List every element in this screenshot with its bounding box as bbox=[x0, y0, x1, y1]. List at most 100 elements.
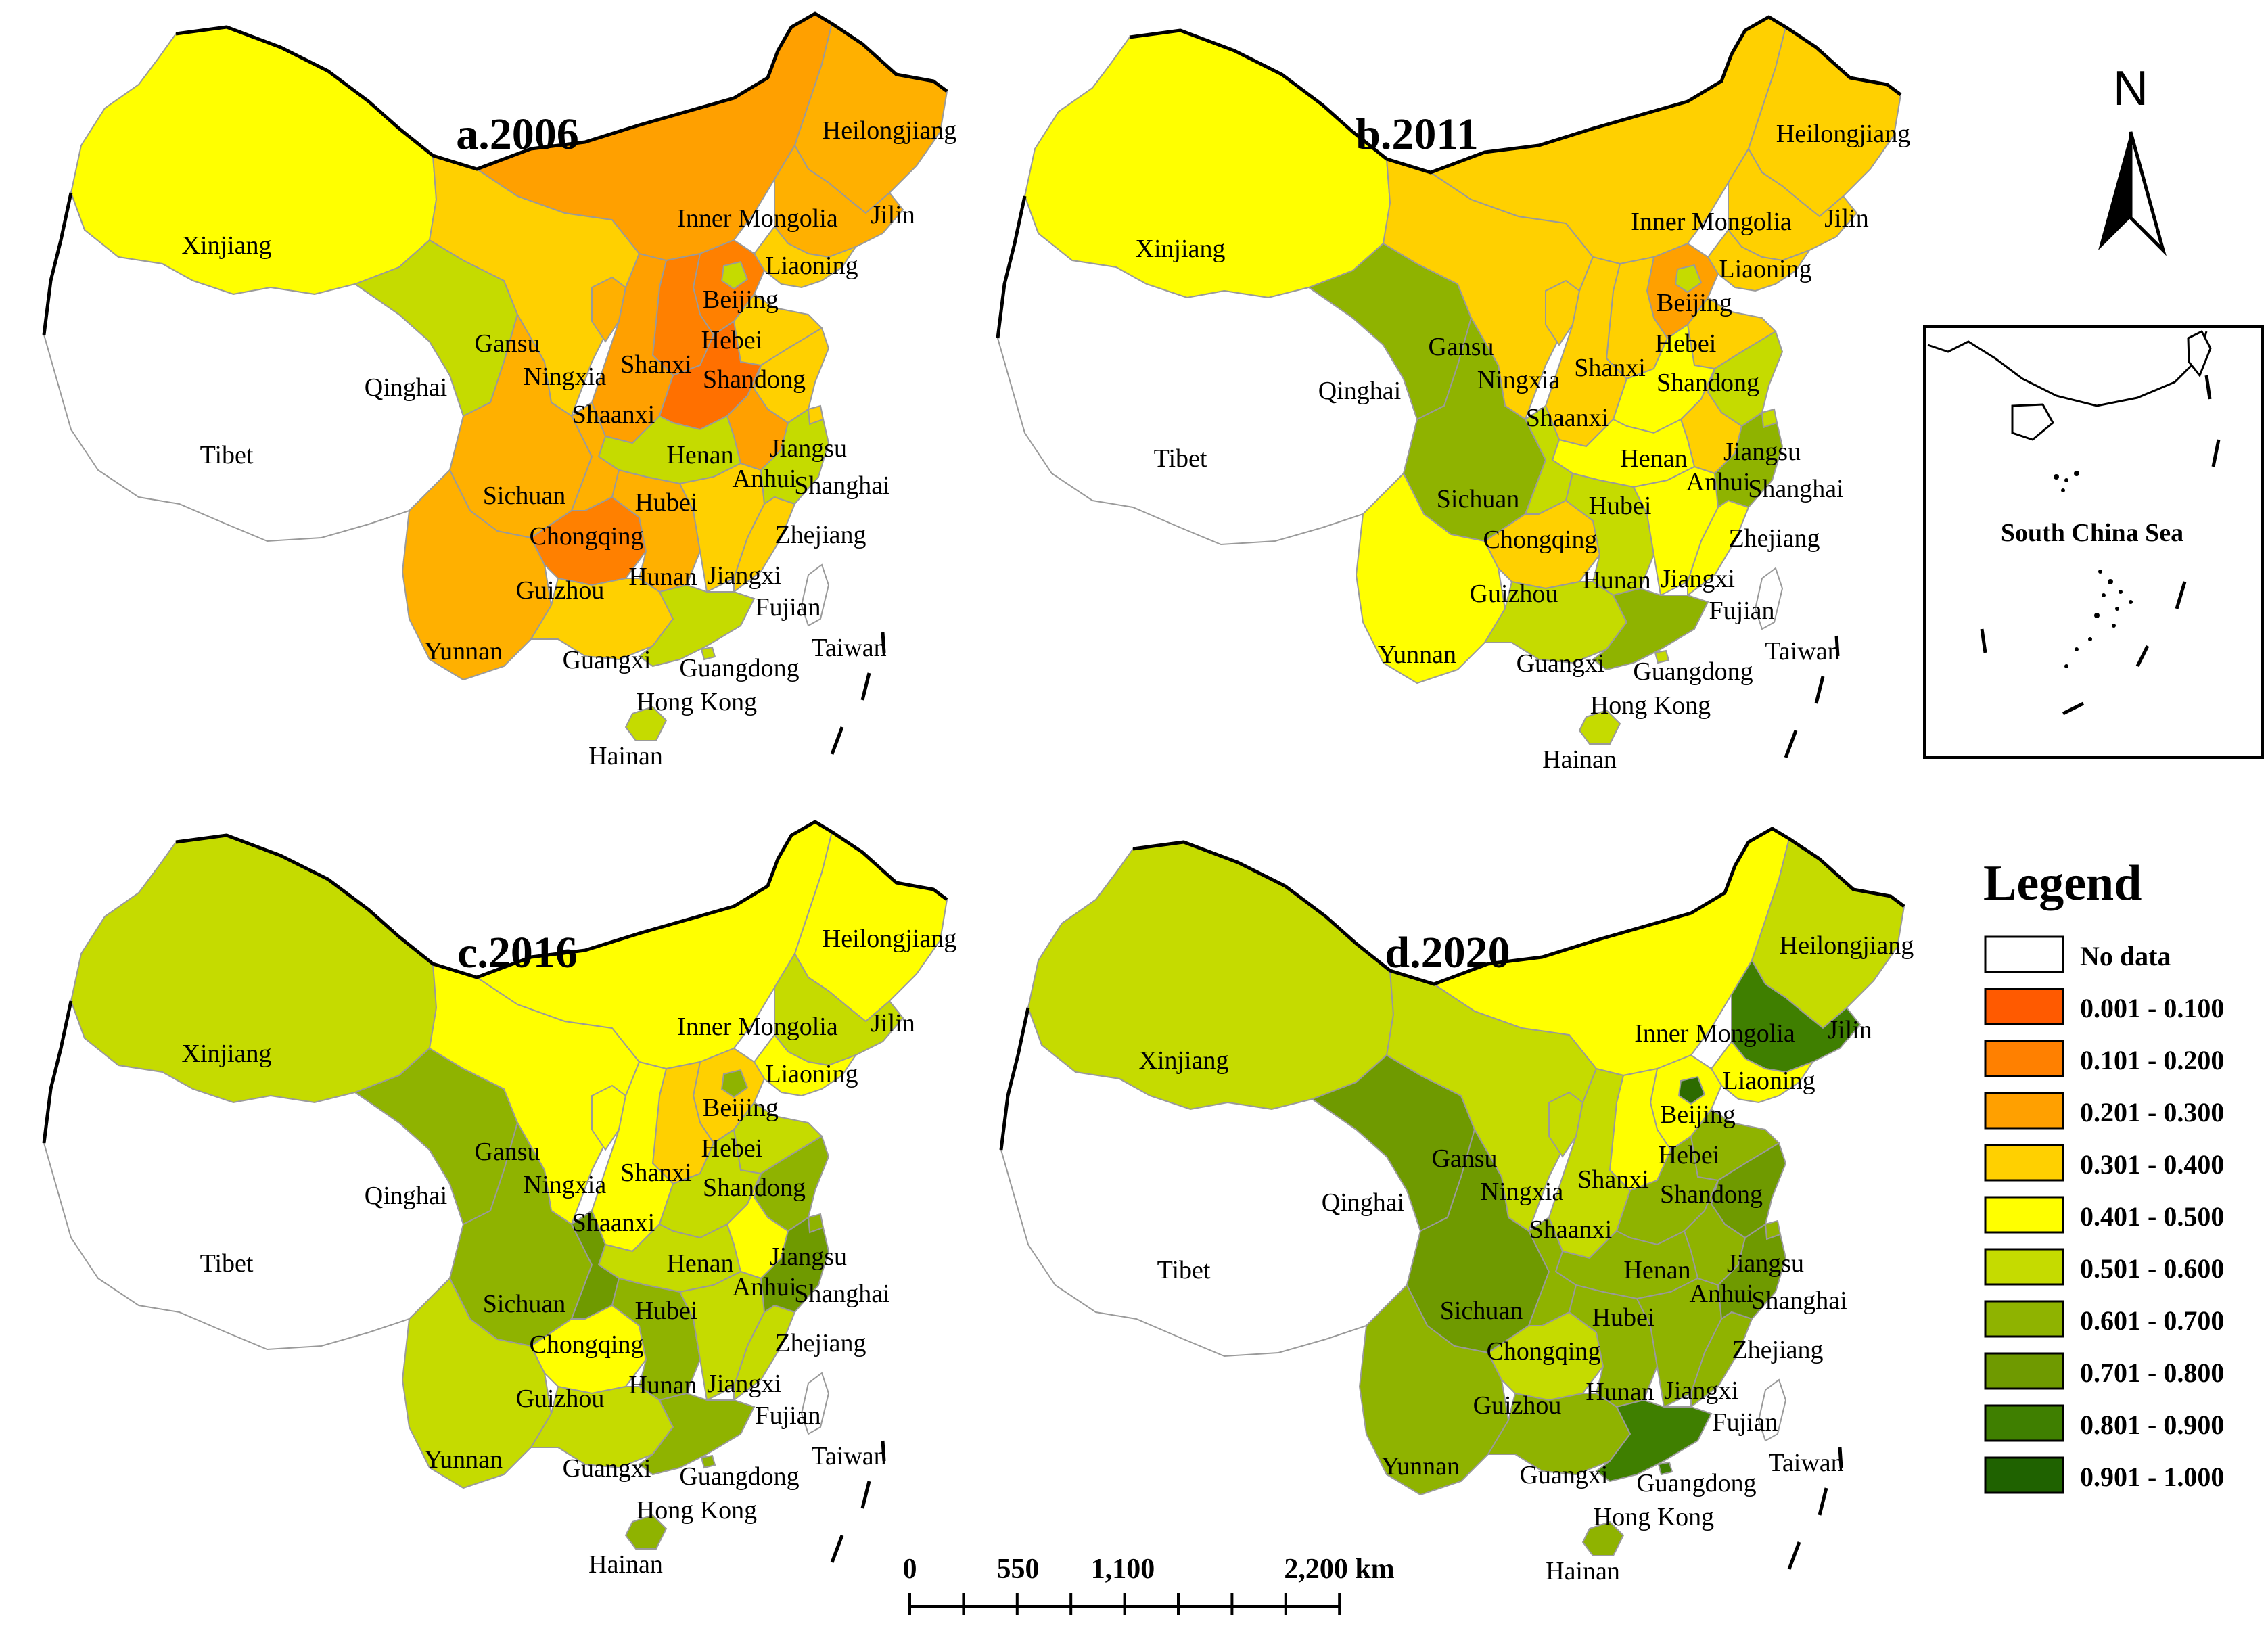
label-shanxi: Shanxi bbox=[1574, 354, 1646, 382]
legend-swatch-4 bbox=[1984, 1144, 2064, 1182]
label-liaoning: Liaoning bbox=[1722, 1067, 1815, 1095]
label-hunan: Hunan bbox=[628, 1371, 697, 1399]
scale-bar: 0 550 1,100 2,200 km bbox=[903, 1554, 1395, 1615]
label-henan: Henan bbox=[1623, 1256, 1690, 1284]
label-guizhou: Guizhou bbox=[1470, 580, 1558, 608]
label-taiwan: Taiwan bbox=[811, 634, 886, 662]
national-border bbox=[1132, 827, 1905, 986]
label-hunan: Hunan bbox=[1586, 1378, 1654, 1406]
label-gansu: Gansu bbox=[474, 329, 540, 358]
label-guangxi: Guangxi bbox=[1520, 1461, 1609, 1489]
label-tibet: Tibet bbox=[1157, 1256, 1211, 1284]
label-hubei: Hubei bbox=[1592, 1303, 1655, 1332]
label-hunan: Hunan bbox=[628, 563, 697, 591]
province-beijing bbox=[1674, 264, 1703, 294]
label-anhui: Anhui bbox=[1690, 1280, 1754, 1308]
label-zhejiang: Zhejiang bbox=[1728, 524, 1820, 553]
legend-label-4: 0.301 - 0.400 bbox=[2080, 1149, 2224, 1180]
label-beijing: Beijing bbox=[703, 1094, 779, 1122]
label-inner-mongolia: Inner Mongolia bbox=[677, 204, 838, 233]
nine-dash-line bbox=[830, 632, 886, 755]
inset-label: South China Sea bbox=[2001, 519, 2183, 547]
province-yunnan bbox=[1358, 1284, 1510, 1496]
label-tibet: Tibet bbox=[200, 441, 254, 469]
province-beijing bbox=[720, 1069, 749, 1098]
label-anhui: Anhui bbox=[1686, 468, 1751, 496]
label-beijing: Beijing bbox=[703, 285, 779, 314]
inset-islands bbox=[2054, 471, 2133, 668]
label-inner-mongolia: Inner Mongolia bbox=[1631, 208, 1792, 236]
legend-items: No data 0.001 - 0.100 0.101 - 0.200 0.201 -… bbox=[1984, 935, 2224, 1494]
scale-label-2: 1,100 bbox=[1091, 1554, 1155, 1585]
province-hong-kong bbox=[700, 1454, 716, 1469]
legend-label-3: 0.201 - 0.300 bbox=[2080, 1097, 2224, 1128]
legend-swatch-1 bbox=[1984, 988, 2064, 1025]
label-jiangxi: Jiangxi bbox=[707, 1370, 781, 1398]
province-fujian bbox=[733, 496, 796, 593]
label-xinjiang: Xinjiang bbox=[182, 1040, 272, 1068]
label-inner-mongolia: Inner Mongolia bbox=[677, 1013, 838, 1041]
label-fujian: Fujian bbox=[755, 1401, 820, 1430]
label-hebei: Hebei bbox=[1655, 329, 1717, 358]
province-guangdong bbox=[638, 584, 756, 668]
label-ningxia: Ningxia bbox=[524, 363, 607, 391]
label-shanxi: Shanxi bbox=[1577, 1165, 1649, 1194]
legend-label-5: 0.401 - 0.500 bbox=[2080, 1201, 2224, 1232]
legend-label-7: 0.601 - 0.700 bbox=[2080, 1305, 2224, 1336]
province-hainan bbox=[1578, 709, 1621, 745]
legend: Legend No data 0.001 - 0.100 0.101 - 0.200… bbox=[1983, 856, 2224, 1494]
province-taiwan bbox=[1757, 1378, 1787, 1442]
label-guangxi: Guangxi bbox=[1517, 649, 1605, 678]
label-hong-kong: Hong Kong bbox=[1590, 691, 1711, 720]
label-shanxi: Shanxi bbox=[620, 350, 692, 379]
province-fujian bbox=[1687, 499, 1750, 597]
legend-swatch-9 bbox=[1984, 1404, 2064, 1442]
national-border bbox=[175, 11, 948, 171]
label-ningxia: Ningxia bbox=[1481, 1178, 1564, 1206]
province-guangdong bbox=[1595, 1399, 1713, 1483]
label-guangxi: Guangxi bbox=[563, 1454, 651, 1483]
north-label: N bbox=[2113, 62, 2148, 116]
label-qinghai: Qinghai bbox=[1318, 377, 1401, 405]
legend-label-0: No data bbox=[2080, 941, 2171, 971]
label-chongqing: Chongqing bbox=[1487, 1337, 1601, 1366]
label-sichuan: Sichuan bbox=[1440, 1297, 1523, 1325]
inset-frame bbox=[1923, 325, 2264, 759]
province-zhejiang bbox=[1713, 411, 1784, 509]
legend-label-9: 0.801 - 0.900 bbox=[2080, 1410, 2224, 1440]
label-heilongjiang: Heilongjiang bbox=[823, 116, 956, 145]
legend-label-6: 0.501 - 0.600 bbox=[2080, 1253, 2224, 1284]
legend-swatch-2 bbox=[1984, 1040, 2064, 1077]
province-hainan bbox=[1581, 1520, 1625, 1556]
label-taiwan: Taiwan bbox=[811, 1442, 886, 1470]
label-guangdong: Guangdong bbox=[1633, 657, 1753, 686]
legend-title: Legend bbox=[1983, 856, 2142, 911]
map-panel-4: Xinjiang Tibet Qinghai Gansu Sichuan Yunnan In… bbox=[999, 827, 1914, 1585]
label-sichuan: Sichuan bbox=[483, 1290, 565, 1318]
nine-dash-line bbox=[1784, 635, 1840, 758]
legend-label-1: 0.001 - 0.100 bbox=[2080, 993, 2224, 1023]
label-guangdong: Guangdong bbox=[679, 1462, 799, 1491]
label-jiangxi: Jiangxi bbox=[1661, 565, 1735, 593]
legend-label-8: 0.701 - 0.800 bbox=[2080, 1357, 2224, 1388]
label-jilin: Jilin bbox=[871, 1009, 915, 1038]
label-jiangsu: Jiangsu bbox=[770, 1242, 847, 1271]
province-hong-kong bbox=[1657, 1461, 1673, 1476]
label-yunnan: Yunnan bbox=[424, 637, 503, 666]
province-beijing bbox=[720, 260, 749, 290]
province-yunnan bbox=[401, 469, 553, 681]
label-guizhou: Guizhou bbox=[1473, 1391, 1562, 1420]
label-qinghai: Qinghai bbox=[1322, 1188, 1404, 1217]
map-title: c.2016 bbox=[457, 928, 578, 977]
province-guangdong bbox=[1592, 587, 1709, 671]
province-guangdong bbox=[638, 1392, 756, 1476]
label-sichuan: Sichuan bbox=[483, 482, 565, 510]
label-liaoning: Liaoning bbox=[765, 1060, 858, 1088]
label-sichuan: Sichuan bbox=[1437, 485, 1519, 513]
label-beijing: Beijing bbox=[1660, 1100, 1736, 1129]
province-yunnan bbox=[1355, 472, 1506, 684]
label-shaanxi: Shaanxi bbox=[572, 1209, 655, 1237]
label-jiangsu: Jiangsu bbox=[1723, 438, 1801, 466]
label-gansu: Gansu bbox=[474, 1138, 540, 1166]
label-hainan: Hainan bbox=[1546, 1557, 1620, 1585]
